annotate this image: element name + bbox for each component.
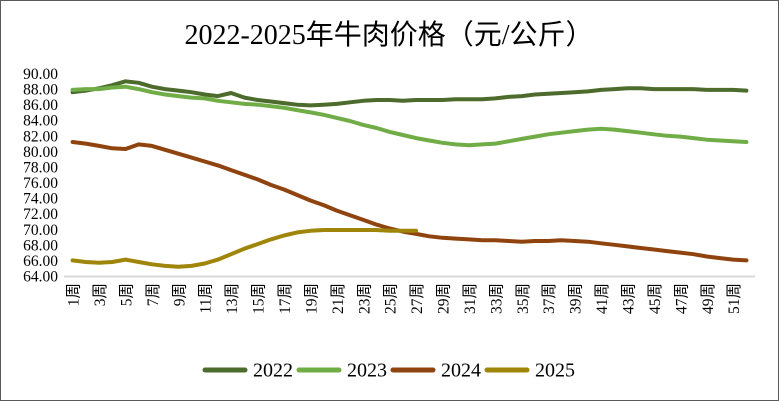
legend-label-2024: 2024 <box>441 360 481 382</box>
legend-item-2022: 2022 <box>202 360 293 382</box>
x-tick-label: 5周 <box>119 283 136 306</box>
x-tick-label: 43周 <box>621 283 638 314</box>
x-tick-label: 1周 <box>66 283 83 306</box>
y-tick-label: 68.00 <box>23 237 58 254</box>
x-tick-label: 37周 <box>541 283 558 314</box>
legend: 2022 2023 2024 2025 <box>202 360 575 382</box>
y-tick-label: 84.00 <box>23 113 58 130</box>
x-tick-label: 23周 <box>356 283 373 314</box>
y-tick-label: 70.00 <box>23 222 58 239</box>
y-tick-label: 64.00 <box>23 269 58 286</box>
x-tick-label: 31周 <box>462 283 479 314</box>
legend-label-2025: 2025 <box>535 360 575 382</box>
series-line-2024 <box>70 140 749 263</box>
x-tick-label: 19周 <box>303 283 320 314</box>
chart-title: 2022-2025年牛肉价格（元/公斤） <box>184 19 593 51</box>
y-tick-label: 74.00 <box>23 191 58 208</box>
y-tick-label: 72.00 <box>23 206 58 223</box>
series-line-2022 <box>70 79 749 108</box>
x-tick-label: 13周 <box>224 283 241 314</box>
legend-item-2023: 2023 <box>296 360 387 382</box>
x-tick-label: 41周 <box>594 283 611 314</box>
legend-label-2023: 2023 <box>347 360 387 382</box>
y-tick-label: 78.00 <box>23 159 58 176</box>
y-tick-label: 76.00 <box>23 175 58 192</box>
x-tick-label: 7周 <box>145 283 162 306</box>
x-tick-label: 49周 <box>700 283 717 314</box>
x-tick-label: 9周 <box>171 283 188 306</box>
legend-item-2025: 2025 <box>484 360 575 382</box>
x-tick-label: 21周 <box>330 283 347 314</box>
x-tick-label: 15周 <box>251 283 268 314</box>
x-tick-label: 35周 <box>515 283 532 314</box>
x-tick-label: 33周 <box>488 283 505 314</box>
legend-label-2022: 2022 <box>253 360 293 382</box>
series-line-2023 <box>70 84 749 148</box>
legend-item-2024: 2024 <box>390 360 481 382</box>
y-tick-label: 80.00 <box>23 144 58 161</box>
y-tick-label: 90.00 <box>23 66 58 83</box>
x-axis: 1周 3周 5周 7周 9周 11周 13周 15周 17周 19周 21周 23周 25周 27周 29周… <box>64 275 755 314</box>
x-tick-label: 11周 <box>198 283 215 313</box>
y-axis: 90.0088.0086.0084.0082.0080.0078.0076.00… <box>23 66 58 286</box>
x-tick-label: 47周 <box>673 283 690 314</box>
x-tick-label: 25周 <box>383 283 400 314</box>
x-tick-label: 45周 <box>647 283 664 314</box>
x-tick-label: 29周 <box>436 283 453 314</box>
series-line-2025 <box>70 228 419 269</box>
x-tick-label: 51周 <box>726 283 743 314</box>
plot-area <box>70 79 749 269</box>
x-tick-label: 17周 <box>277 283 294 314</box>
x-tick-label: 39周 <box>568 283 585 314</box>
y-tick-label: 66.00 <box>23 253 58 270</box>
y-tick-label: 86.00 <box>23 97 58 114</box>
y-tick-label: 82.00 <box>23 128 58 145</box>
x-tick-label: 27周 <box>409 283 426 314</box>
y-tick-label: 88.00 <box>23 82 58 99</box>
x-tick-label: 3周 <box>92 283 109 306</box>
